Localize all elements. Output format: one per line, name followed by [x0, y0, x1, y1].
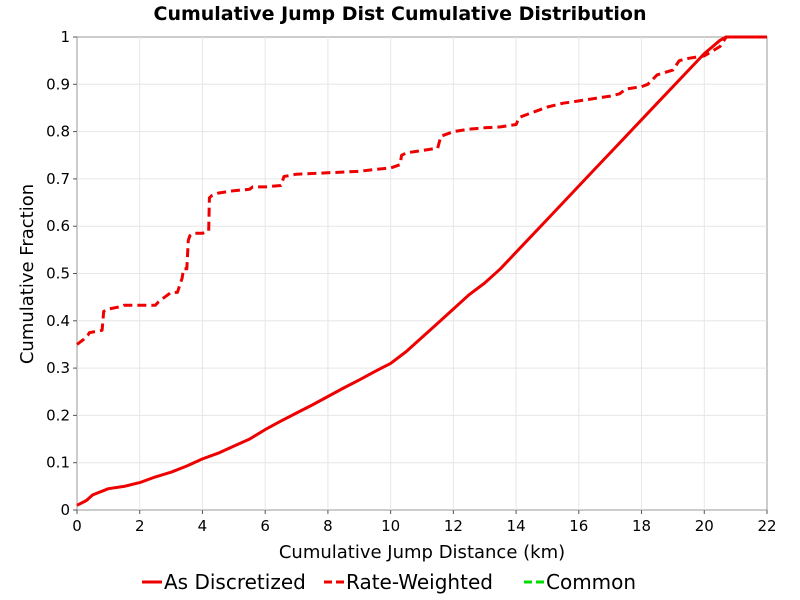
x-tick-label: 22	[757, 517, 776, 535]
x-tick-label: 18	[632, 517, 651, 535]
y-tick-label: 0.5	[46, 265, 70, 283]
x-tick-label: 6	[260, 517, 270, 535]
x-tick-label: 20	[695, 517, 714, 535]
legend-label: As Discretized	[164, 570, 306, 594]
grid-layer	[77, 37, 767, 510]
tick-layer: 0 2 4 6 8 10 12 14 16 18 20 22 0 0.1 0.2 0.3 0.4 0.5 0.6 0.…	[46, 28, 776, 535]
chart-title: Cumulative Jump Dist Cumulative Distribu…	[154, 3, 647, 25]
legend-label: Rate-Weighted	[346, 570, 493, 594]
y-tick-label: 0.7	[46, 170, 70, 188]
x-tick-label: 8	[323, 517, 333, 535]
x-tick-label: 4	[198, 517, 208, 535]
y-tick-label: 0.2	[46, 406, 70, 424]
series-layer	[76, 35, 767, 507]
legend: As Discretized Rate-Weighted Common	[142, 570, 636, 594]
y-tick-label: 0.3	[46, 359, 70, 377]
legend-label: Common	[546, 570, 636, 594]
y-tick-label: 0.8	[46, 123, 70, 141]
series-line-as-discretized	[76, 35, 767, 507]
x-tick-label: 10	[381, 517, 400, 535]
y-tick-label: 0.9	[46, 75, 70, 93]
x-tick-label: 12	[444, 517, 463, 535]
x-tick-label: 0	[72, 517, 82, 535]
x-tick-label: 2	[135, 517, 145, 535]
y-tick-label: 0.4	[46, 312, 70, 330]
y-tick-label: 1	[60, 28, 70, 46]
x-tick-label: 14	[507, 517, 526, 535]
y-tick-label: 0.1	[46, 454, 70, 472]
y-axis-label: Cumulative Fraction	[17, 184, 38, 364]
x-tick-label: 16	[569, 517, 588, 535]
y-tick-label: 0	[60, 501, 70, 519]
series-line-rate-weighted	[76, 35, 767, 346]
x-axis-label: Cumulative Jump Distance (km)	[279, 542, 565, 563]
y-tick-label: 0.6	[46, 217, 70, 235]
